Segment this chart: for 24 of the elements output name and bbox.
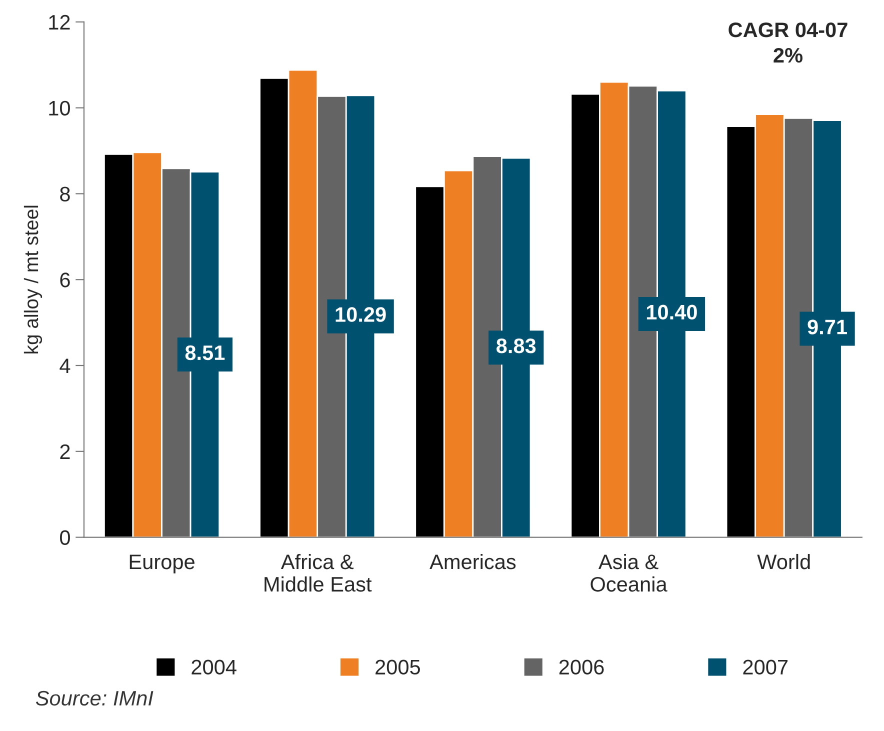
data-label: 9.71 <box>808 320 847 334</box>
y-tick-label: 4 <box>60 358 70 374</box>
legend-label: 2006 <box>559 660 604 675</box>
data-label: 8.51 <box>185 345 225 360</box>
y-tick-label: 0 <box>60 530 70 546</box>
source-note: Source: IMnI <box>36 690 154 706</box>
x-tick-label: Asia & Oceania <box>590 554 668 592</box>
annotation: CAGR 04-07 2% <box>728 22 848 63</box>
legend-label: 2005 <box>376 660 420 675</box>
x-tick-label: Americas <box>430 554 516 570</box>
legend-label: 2007 <box>743 660 788 675</box>
y-axis-title: kg alloy / mt steel <box>24 206 42 354</box>
legend-label: 2004 <box>192 660 236 675</box>
y-tick-label: 2 <box>60 444 70 459</box>
x-tick-label: World <box>757 554 810 570</box>
x-tick-label: Europe <box>130 554 194 574</box>
data-label: 10.40 <box>646 304 697 320</box>
y-tick-label: 6 <box>60 272 70 288</box>
y-tick-label: 8 <box>60 186 70 202</box>
x-tick-label: Africa & Middle East <box>264 554 372 592</box>
data-label: 10.29 <box>336 307 386 322</box>
data-label: 8.83 <box>496 338 536 354</box>
y-tick-label: 12 <box>49 14 70 30</box>
y-tick-label: 10 <box>49 100 70 116</box>
